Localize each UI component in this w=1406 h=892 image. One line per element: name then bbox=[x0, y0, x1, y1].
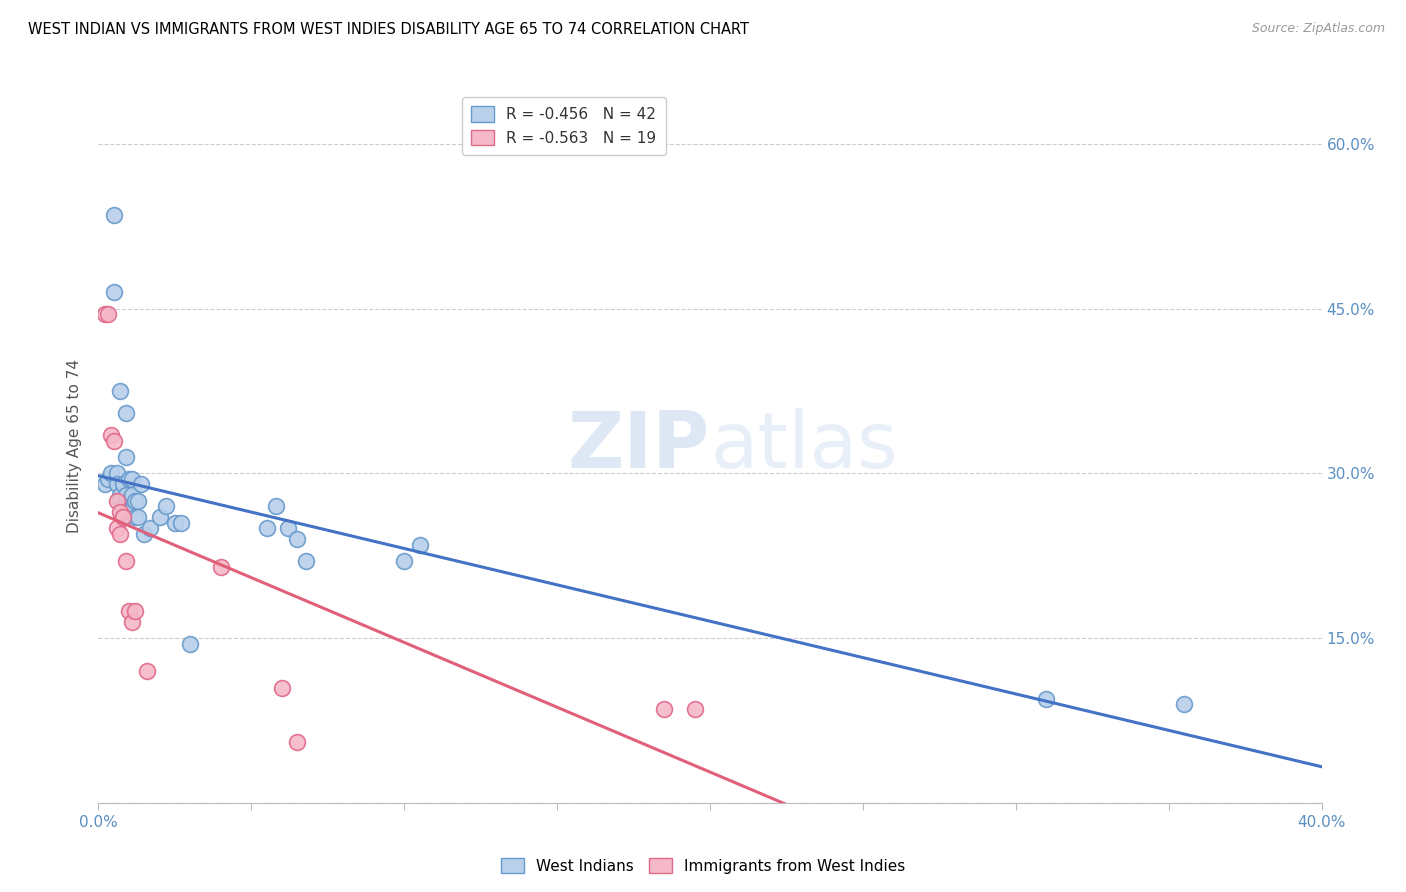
Point bbox=[149, 510, 172, 524]
Point bbox=[392, 554, 416, 568]
Point bbox=[115, 554, 138, 568]
Text: atlas: atlas bbox=[710, 408, 897, 484]
Point bbox=[121, 488, 143, 502]
Point bbox=[652, 702, 675, 716]
Point bbox=[108, 494, 131, 508]
Point bbox=[209, 559, 232, 574]
Point bbox=[118, 604, 141, 618]
Point bbox=[108, 526, 131, 541]
Point bbox=[108, 384, 131, 398]
Point bbox=[93, 477, 115, 491]
Point bbox=[111, 510, 134, 524]
Point bbox=[136, 664, 159, 678]
Point bbox=[134, 526, 156, 541]
Point bbox=[111, 505, 134, 519]
Point bbox=[111, 500, 134, 514]
Point bbox=[103, 285, 125, 300]
Point bbox=[103, 434, 125, 448]
Point bbox=[115, 450, 138, 464]
Point bbox=[163, 516, 186, 530]
Point bbox=[115, 488, 138, 502]
Point bbox=[139, 521, 162, 535]
Legend: R = -0.456   N = 42, R = -0.563   N = 19: R = -0.456 N = 42, R = -0.563 N = 19 bbox=[463, 97, 665, 155]
Point bbox=[270, 681, 292, 695]
Point bbox=[124, 494, 146, 508]
Text: WEST INDIAN VS IMMIGRANTS FROM WEST INDIES DISABILITY AGE 65 TO 74 CORRELATION C: WEST INDIAN VS IMMIGRANTS FROM WEST INDI… bbox=[28, 22, 749, 37]
Point bbox=[105, 477, 128, 491]
Point bbox=[285, 533, 308, 547]
Point bbox=[179, 637, 201, 651]
Point bbox=[124, 604, 146, 618]
Text: ZIP: ZIP bbox=[568, 408, 710, 484]
Point bbox=[121, 472, 143, 486]
Point bbox=[121, 615, 143, 629]
Point bbox=[1035, 691, 1057, 706]
Point bbox=[111, 510, 134, 524]
Point bbox=[108, 488, 131, 502]
Point bbox=[100, 428, 122, 442]
Point bbox=[97, 472, 120, 486]
Point bbox=[105, 494, 128, 508]
Point bbox=[127, 494, 149, 508]
Point bbox=[1173, 697, 1195, 711]
Point bbox=[277, 521, 299, 535]
Point bbox=[295, 554, 318, 568]
Point bbox=[124, 510, 146, 524]
Point bbox=[100, 467, 122, 481]
Point bbox=[285, 735, 308, 749]
Point bbox=[108, 505, 131, 519]
Y-axis label: Disability Age 65 to 74: Disability Age 65 to 74 bbox=[67, 359, 83, 533]
Point bbox=[111, 477, 134, 491]
Point bbox=[105, 521, 128, 535]
Point bbox=[105, 467, 128, 481]
Point bbox=[103, 209, 125, 223]
Point bbox=[408, 538, 430, 552]
Point bbox=[155, 500, 177, 514]
Point bbox=[97, 307, 120, 321]
Point bbox=[256, 521, 278, 535]
Point bbox=[118, 472, 141, 486]
Point bbox=[683, 702, 706, 716]
Point bbox=[93, 307, 115, 321]
Legend: West Indians, Immigrants from West Indies: West Indians, Immigrants from West Indie… bbox=[495, 852, 911, 880]
Point bbox=[118, 505, 141, 519]
Text: Source: ZipAtlas.com: Source: ZipAtlas.com bbox=[1251, 22, 1385, 36]
Point bbox=[264, 500, 287, 514]
Point bbox=[115, 406, 138, 420]
Point bbox=[170, 516, 193, 530]
Point bbox=[129, 477, 152, 491]
Point bbox=[127, 510, 149, 524]
